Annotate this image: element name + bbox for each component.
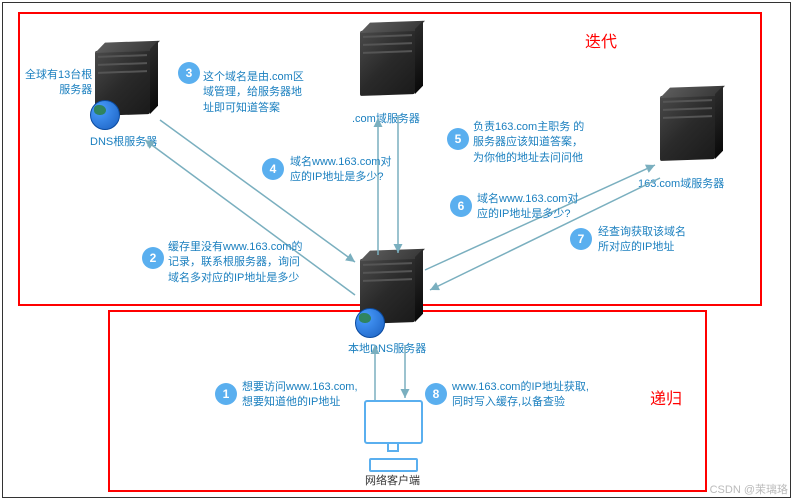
step-4-bubble: 4 [262, 158, 284, 180]
step-2-bubble: 2 [142, 247, 164, 269]
local-label: 本地DNS服务器 [348, 340, 426, 356]
com-label: .com域服务器 [352, 110, 420, 126]
root-label: DNS根服务器 [90, 133, 157, 149]
step-5-text: 负责163.com主职务 的 服务器应该知道答案， 为你他的地址去问问他 [473, 120, 584, 166]
step-1-bubble: 1 [215, 383, 237, 405]
watermark: CSDN @茉璃珞 [710, 481, 788, 497]
client-label: 网络客户端 [365, 472, 420, 488]
dns-root-server-icon [95, 50, 155, 125]
step-8-text: www.163.com的IP地址获取, 同时写入缓存,以备查验 [452, 380, 589, 411]
client-icon [358, 400, 428, 460]
step-4-text: 域名www.163.com对 应的IP地址是多少? [290, 155, 391, 186]
step-2-text: 缓存里没有www.163.com的 记录，联系根服务器，询问 域名多对应的IP地… [168, 240, 302, 286]
step-3-text: 这个域名是由.com区 域管理，给服务器地 址即可知道答案 [203, 70, 304, 116]
step-3-bubble: 3 [178, 62, 200, 84]
com-server-icon [360, 30, 420, 105]
title-iterative: 迭代 [585, 28, 617, 52]
step-6-bubble: 6 [450, 195, 472, 217]
step-6-text: 域名www.163.com对 应的IP地址是多少? [477, 192, 578, 223]
step-8-bubble: 8 [425, 383, 447, 405]
step-7-text: 经查询获取该域名 所对应的IP地址 [598, 225, 686, 256]
step-1-text: 想要访问www.163.com, 想要知道他的IP地址 [242, 380, 358, 411]
163-server-icon [660, 95, 720, 170]
root-note: 全球有13台根 服务器 [25, 68, 92, 99]
local-dns-server-icon [360, 258, 420, 333]
step-5-bubble: 5 [447, 128, 469, 150]
163-label: 163.com域服务器 [638, 175, 724, 191]
step-7-bubble: 7 [570, 228, 592, 250]
title-recursive: 递归 [650, 385, 682, 409]
